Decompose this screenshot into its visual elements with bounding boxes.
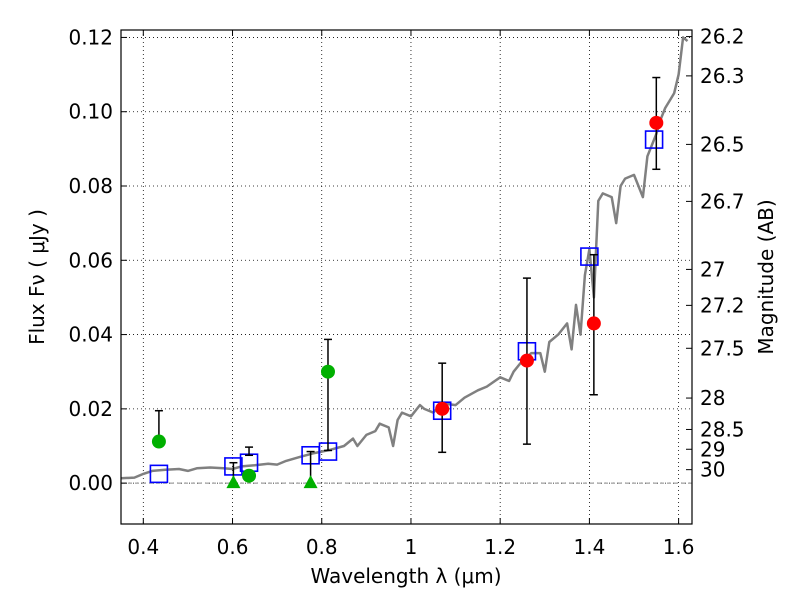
x-tick-label: 1.4 [573, 535, 605, 559]
right-tick-label: 27.2 [700, 293, 745, 317]
y-axis-label: Flux Fν ( μJy ) [25, 209, 49, 345]
upper-limit-point [303, 475, 318, 489]
upper-limit-point [226, 475, 241, 489]
right-tick-label: 27.5 [700, 336, 745, 360]
y-tick-label: 0.06 [68, 248, 113, 272]
observed-flux-point [320, 364, 335, 379]
plot-background [121, 30, 692, 524]
x-tick-label: 1 [405, 535, 418, 559]
x-tick-label: 0.4 [127, 535, 159, 559]
right-tick-label: 29 [700, 437, 725, 461]
x-tick-label: 0.8 [306, 535, 338, 559]
observed-flux-point [649, 115, 664, 130]
y-tick-label: 0.00 [68, 471, 113, 495]
y-tick-label: 0.04 [68, 323, 113, 347]
plot-frame [120, 29, 693, 525]
y-tick-label: 0.02 [68, 397, 113, 421]
right-tick-label: 27 [700, 257, 725, 281]
right-axis-label: Magnitude (AB) [754, 199, 778, 354]
x-axis-label: Wavelength λ (μm) [310, 564, 501, 588]
observed-flux-point [435, 401, 450, 416]
model-photometry-point [580, 247, 599, 266]
right-tick-label: 26.7 [700, 189, 745, 213]
ticks [121, 30, 692, 524]
observed-flux-point [151, 434, 166, 449]
series-layer [120, 36, 689, 489]
model-spectrum-line [120, 36, 689, 480]
right-tick-label: 26.2 [700, 25, 745, 49]
right-tick-label: 28 [700, 386, 725, 410]
x-tick-label: 0.6 [217, 535, 249, 559]
y-tick-label: 0.12 [68, 25, 113, 49]
observed-flux-point [586, 316, 601, 331]
right-tick-label: 28.5 [700, 417, 745, 441]
right-tick-label: 26.5 [700, 132, 745, 156]
x-tick-label: 1.6 [663, 535, 695, 559]
model-photometry-point [644, 130, 664, 149]
model-photometry-point [149, 464, 169, 484]
right-tick-label: 30 [700, 458, 725, 482]
observed-flux-point [519, 353, 534, 368]
y-tick-label: 0.10 [68, 100, 113, 124]
tick-labels: 0.4 0.6 0.8 1 1.2 1.4 1.6 0.00 0.02 0.04 0.06 0.08 0… [68, 25, 744, 559]
observed-flux-point [242, 468, 257, 483]
y-tick-label: 0.08 [68, 174, 113, 198]
x-tick-label: 1.2 [484, 535, 516, 559]
right-tick-label: 26.3 [700, 64, 745, 88]
